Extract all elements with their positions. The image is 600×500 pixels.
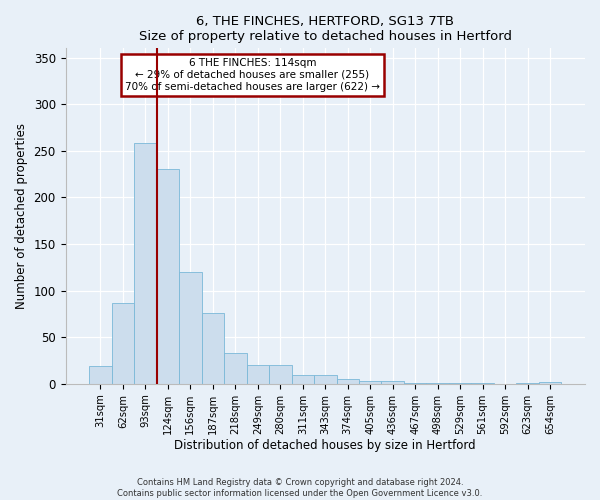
Bar	[157, 168, 179, 384]
Bar	[134, 144, 157, 384]
Bar	[337, 379, 359, 384]
Bar	[427, 383, 449, 384]
Text: 6 THE FINCHES: 114sqm
← 29% of detached houses are smaller (255)
70% of semi-det: 6 THE FINCHES: 114sqm ← 29% of detached …	[125, 58, 380, 92]
Bar	[179, 272, 202, 384]
Bar	[539, 382, 562, 384]
Bar	[472, 383, 494, 384]
Bar	[202, 313, 224, 384]
Bar	[112, 303, 134, 384]
Bar	[224, 353, 247, 384]
Bar	[247, 365, 269, 384]
Bar	[517, 383, 539, 384]
Bar	[382, 381, 404, 384]
Bar	[404, 383, 427, 384]
Bar	[449, 383, 472, 384]
Text: Contains HM Land Registry data © Crown copyright and database right 2024.
Contai: Contains HM Land Registry data © Crown c…	[118, 478, 482, 498]
Y-axis label: Number of detached properties: Number of detached properties	[15, 123, 28, 309]
Bar	[314, 376, 337, 384]
Bar	[292, 374, 314, 384]
Bar	[89, 366, 112, 384]
X-axis label: Distribution of detached houses by size in Hertford: Distribution of detached houses by size …	[175, 440, 476, 452]
Title: 6, THE FINCHES, HERTFORD, SG13 7TB
Size of property relative to detached houses : 6, THE FINCHES, HERTFORD, SG13 7TB Size …	[139, 15, 512, 43]
Bar	[269, 365, 292, 384]
Bar	[359, 381, 382, 384]
